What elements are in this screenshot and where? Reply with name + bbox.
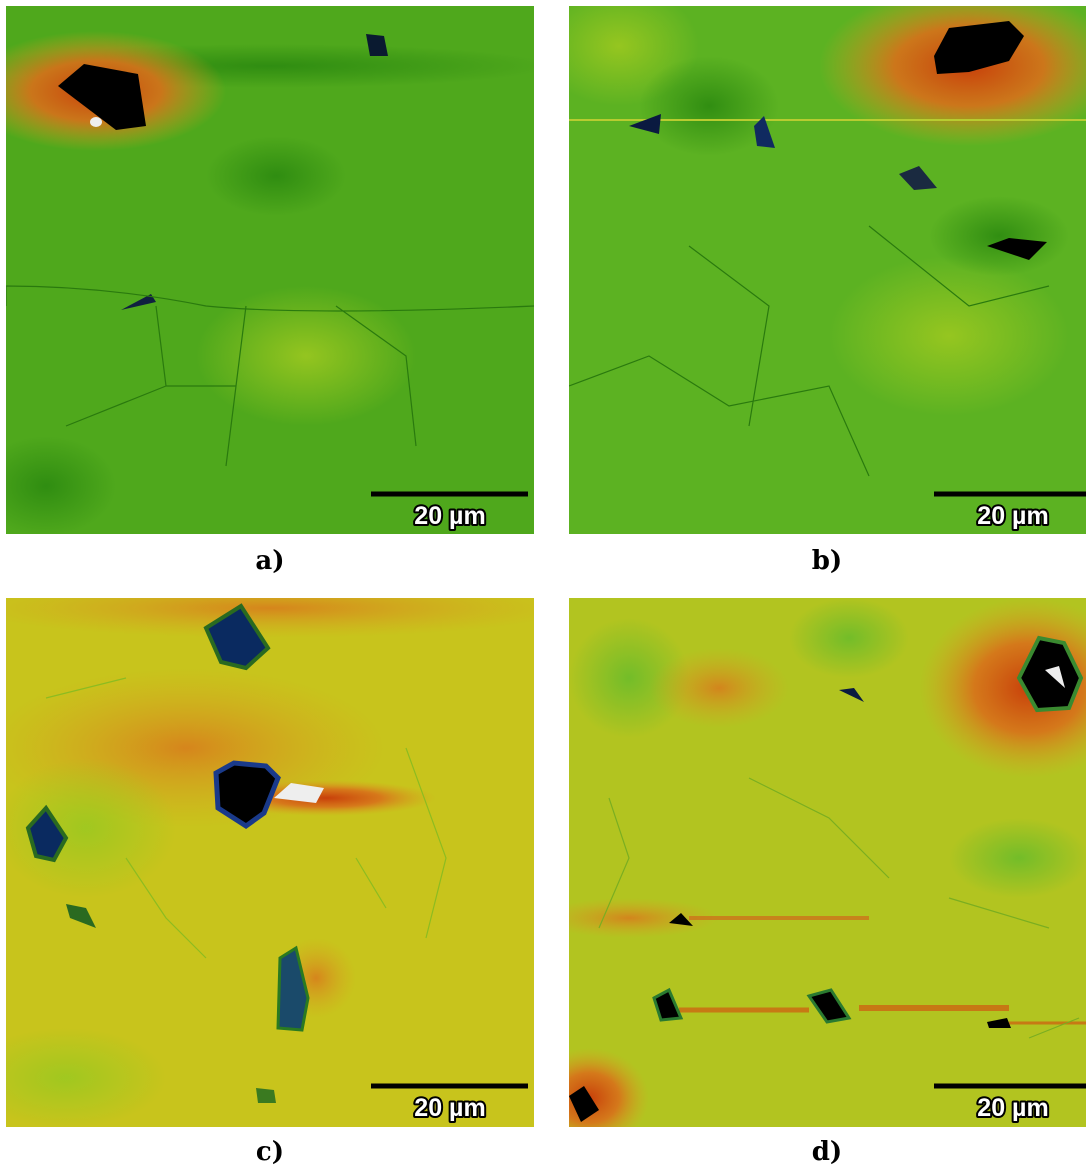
scale-bar-label: 20 µm (414, 1094, 485, 1122)
panel-label: a) (6, 546, 534, 576)
scale-bar-label: 20 µm (414, 502, 485, 530)
micrograph: 20 µm (6, 598, 534, 1127)
micrograph: 20 µm (569, 6, 1086, 534)
micrograph: 20 µm (569, 598, 1086, 1127)
panel-label: c) (6, 1137, 534, 1167)
micrograph: 20 µm (6, 6, 534, 534)
figure: {"panels": [ {"label": "a)", "scale_bar"… (0, 0, 1086, 1174)
panel-c: 20 µm (6, 598, 534, 1126)
panel-label: d) (563, 1137, 1086, 1167)
panel-b: 20 µm (569, 6, 1086, 534)
scale-bar-label: 20 µm (977, 1094, 1048, 1122)
panel-label: b) (563, 546, 1086, 576)
panel-d: 20 µm (569, 598, 1086, 1126)
scale-bar-label: 20 µm (977, 502, 1048, 530)
panel-a: 20 µm (6, 6, 534, 534)
